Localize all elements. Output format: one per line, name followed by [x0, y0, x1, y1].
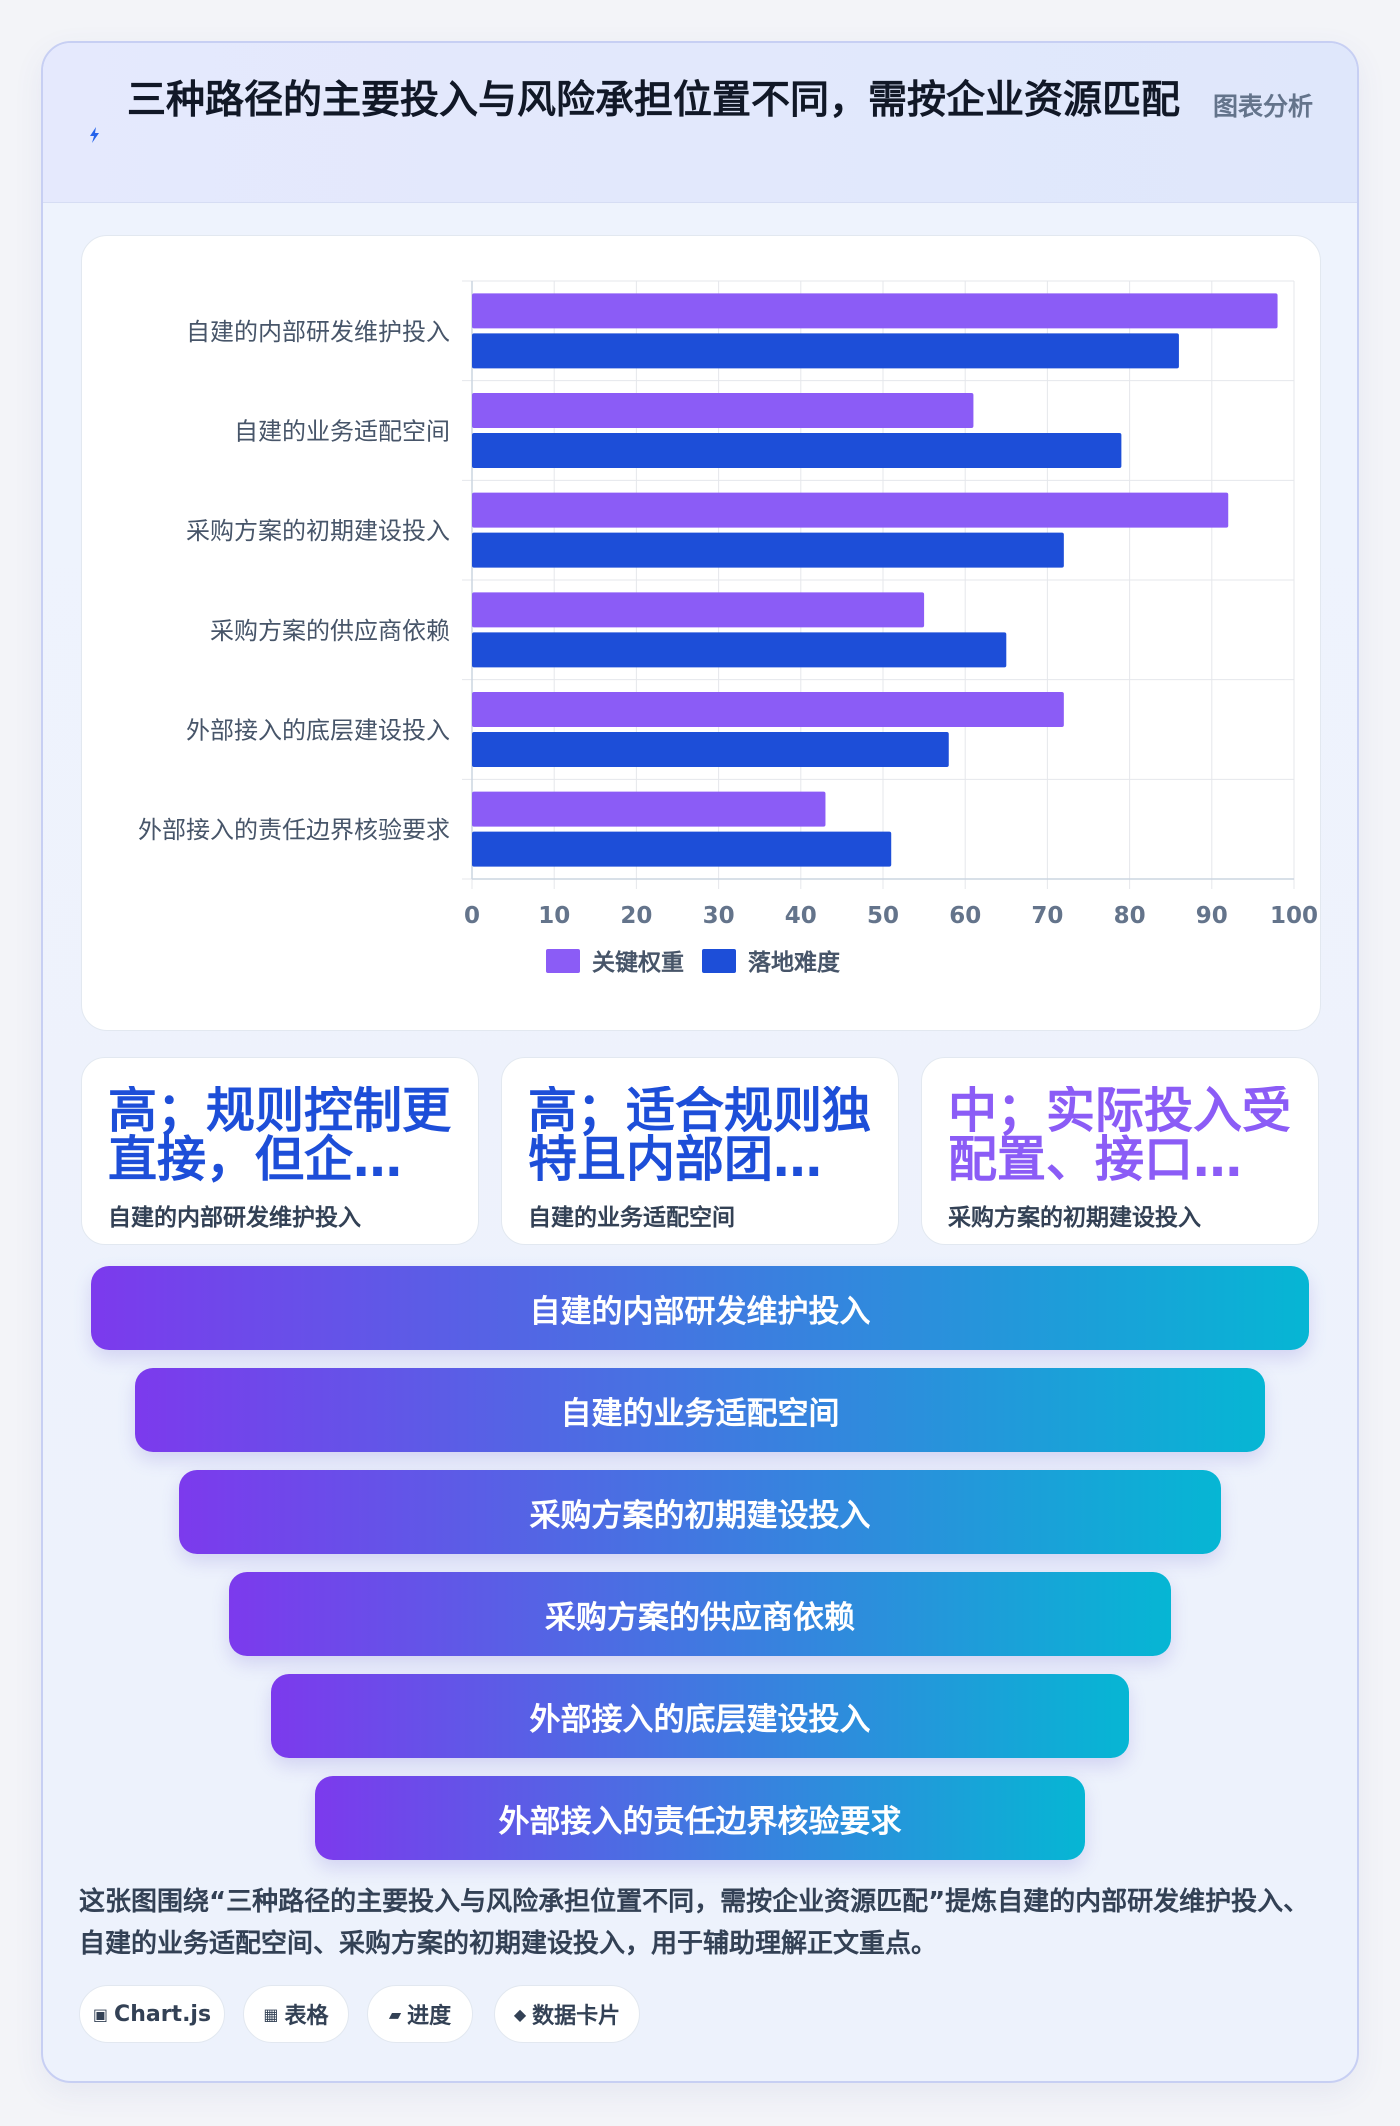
x-tick-label: 90 — [1196, 903, 1228, 929]
chip-label: 进度 — [407, 2004, 452, 2029]
metric-label: 自建的内部研发维护投入 — [108, 1205, 361, 1231]
chip-label: Chart.js — [114, 2001, 212, 2027]
header: 三种路径的主要投入与风险承担位置不同，需按企业资源匹配 图表分析 — [43, 43, 1357, 203]
infographic-card: 三种路径的主要投入与风险承担位置不同，需按企业资源匹配 图表分析 0 10 20 30… — [41, 41, 1359, 2083]
x-tick-label: 0 — [464, 903, 480, 929]
bar-key-weight — [472, 492, 1229, 528]
chip-data-card[interactable]: ◆ 数据卡片 — [494, 1985, 640, 2043]
chart-icon: ▣ — [92, 2004, 109, 2024]
bar-chart: 0 10 20 30 40 50 60 70 80 90 100 自建的内部研发维护投入自建的业务适配… — [138, 280, 1318, 976]
summary-text: 这张图围绕“三种路径的主要投入与风险承担位置不同，需按企业资源匹配”提炼自建的内… — [79, 1887, 1310, 1959]
y-category-label: 自建的业务适配空间 — [234, 418, 450, 446]
bar-difficulty — [472, 831, 892, 867]
metric-label: 自建的业务适配空间 — [528, 1205, 735, 1231]
y-category-label: 外部接入的底层建设投入 — [186, 717, 450, 745]
metric-value: 高；规则控制更直接，但企… — [108, 1086, 452, 1184]
x-tick-label: 30 — [703, 903, 735, 929]
metric-card-3: 中；实际投入受配置、接口… 采购方案的初期建设投入 — [921, 1057, 1319, 1245]
x-tick-label: 50 — [867, 903, 899, 929]
x-tick-label: 80 — [1114, 903, 1146, 929]
bar-key-weight — [472, 692, 1064, 727]
metric-value: 中；实际投入受配置、接口… — [948, 1086, 1292, 1184]
bar-key-weight — [472, 393, 974, 428]
y-category-label: 外部接入的责任边界核验要求 — [138, 816, 450, 844]
bar-difficulty — [472, 732, 949, 767]
lightning-bolt-icon — [90, 127, 99, 143]
bar-difficulty — [472, 532, 1064, 568]
y-category-label: 自建的内部研发维护投入 — [186, 318, 450, 346]
metric-label: 采购方案的初期建设投入 — [948, 1205, 1201, 1231]
chip-label: 表格 — [284, 2004, 329, 2029]
chip-table[interactable]: ▦ 表格 — [243, 1985, 349, 2043]
funnel-step-2: 自建的业务适配空间 — [135, 1368, 1265, 1452]
header-tag: 图表分析 — [1213, 92, 1314, 121]
funnel-step-5: 外部接入的底层建设投入 — [271, 1674, 1129, 1758]
diamond-icon: ◆ — [513, 2004, 527, 2024]
x-tick-label: 60 — [949, 903, 981, 929]
legend-swatch — [702, 949, 736, 973]
legend-label: 关键权重 — [592, 949, 684, 976]
x-tick-label: 10 — [538, 903, 570, 929]
chip-progress[interactable]: ▰ 进度 — [367, 1985, 473, 2043]
metric-card-1: 高；规则控制更直接，但企… 自建的内部研发维护投入 — [81, 1057, 479, 1245]
progress-icon: ▰ — [388, 2004, 402, 2024]
bar-key-weight — [472, 791, 826, 827]
table-icon: ▦ — [263, 2004, 279, 2024]
y-category-label: 采购方案的初期建设投入 — [186, 517, 450, 545]
bar-difficulty — [472, 333, 1179, 369]
y-category-label: 采购方案的供应商依赖 — [210, 617, 450, 645]
x-tick-label: 70 — [1031, 903, 1063, 929]
legend-swatch — [546, 949, 580, 973]
funnel-step-6: 外部接入的责任边界核验要求 — [315, 1776, 1085, 1860]
funnel-step-4: 采购方案的供应商依赖 — [229, 1572, 1171, 1656]
metric-card-2: 高；适合规则独特且内部团… 自建的业务适配空间 — [501, 1057, 899, 1245]
chart-panel: 0 10 20 30 40 50 60 70 80 90 100 自建的内部研发维护投入自建的业务适配… — [81, 235, 1321, 1031]
bar-key-weight — [472, 592, 925, 628]
x-tick-label: 40 — [785, 903, 817, 929]
chip-chartjs[interactable]: ▣ Chart.js — [79, 1985, 225, 2043]
x-tick-label: 100 — [1270, 903, 1318, 929]
bar-difficulty — [472, 632, 1007, 668]
legend-label: 落地难度 — [748, 949, 841, 976]
funnel-step-1: 自建的内部研发维护投入 — [91, 1266, 1309, 1350]
bar-key-weight — [472, 293, 1278, 329]
chip-label: 数据卡片 — [532, 2004, 621, 2029]
page-title: 三种路径的主要投入与风险承担位置不同，需按企业资源匹配 — [127, 78, 1181, 123]
bar-difficulty — [472, 433, 1122, 468]
funnel-step-3: 采购方案的初期建设投入 — [179, 1470, 1221, 1554]
metric-value: 高；适合规则独特且内部团… — [528, 1086, 872, 1184]
x-tick-label: 20 — [620, 903, 652, 929]
